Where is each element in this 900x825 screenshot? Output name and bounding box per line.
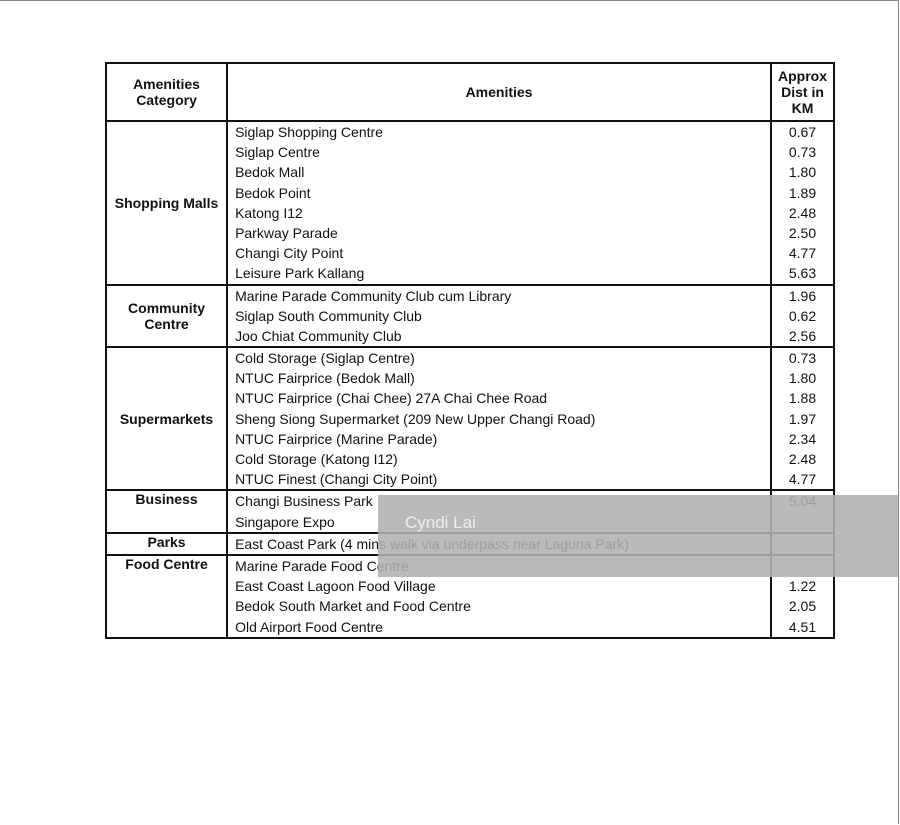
- amenity-name: Leisure Park Kallang: [235, 265, 365, 282]
- amenity-distance: 1.22: [788, 578, 817, 595]
- amenity-distance: 1.88: [788, 390, 817, 407]
- amenity-name: Siglap South Community Club: [235, 307, 422, 324]
- amenity-name: Bedok Mall: [235, 164, 305, 181]
- watermark-text: Cyndi Lai: [405, 513, 476, 532]
- header-amenities: Amenities: [226, 62, 772, 122]
- amenity-name: Changi City Point: [235, 245, 344, 262]
- amenity-distance: 1.80: [788, 164, 817, 181]
- amenity-name: East Coast Lagoon Food Village: [235, 578, 436, 595]
- amenity-distance: 0.67: [788, 124, 817, 140]
- amenity-distance: 2.56: [788, 327, 817, 344]
- header-distance: Approx Dist in KM: [770, 62, 835, 122]
- distance-cell: 0.73 1.80 1.88 1.97 2.34 2.48 4.77: [770, 346, 835, 492]
- amenity-distance: 0.73: [788, 350, 817, 367]
- amenity-name: Changi Business Park: [235, 493, 373, 510]
- amenity-distance: 2.34: [788, 430, 817, 447]
- amenity-name: Katong I12: [235, 204, 303, 221]
- category-cell: Business: [104, 489, 229, 534]
- header-row: Amenities Category Amenities Approx Dist…: [104, 62, 835, 122]
- amenity-distance: 1.89: [788, 184, 817, 201]
- amenity-distance: 4.51: [788, 618, 817, 635]
- amenity-distance: 1.96: [788, 287, 817, 304]
- category-group-row: Shopping Malls Siglap Shopping Centre Sigl…: [104, 120, 835, 286]
- amenity-distance: 0.62: [788, 307, 817, 324]
- amenity-distance: 2.48: [788, 204, 817, 221]
- amenity-name: Parkway Parade: [235, 224, 338, 241]
- amenity-distance: 2.05: [788, 598, 817, 615]
- amenity-name: Marine Parade Community Club cum Library: [235, 287, 512, 304]
- amenity-name: Marine Parade Food Centre: [235, 557, 409, 574]
- amenity-name: NTUC Finest (Changi City Point): [235, 471, 438, 488]
- category-cell: Food Centre: [104, 553, 229, 639]
- category-cell: Parks: [104, 531, 229, 556]
- amenities-cell: Marine Parade Community Club cum Library…: [226, 283, 772, 349]
- amenity-name: Bedok Point: [235, 184, 311, 201]
- amenity-name: Siglap Shopping Centre: [235, 124, 383, 140]
- category-group-row: Community Centre Marine Parade Community …: [104, 283, 835, 349]
- category-cell: Shopping Malls: [104, 120, 229, 286]
- amenity-name: NTUC Fairprice (Chai Chee) 27A Chai Chee…: [235, 390, 548, 407]
- amenity-name: Sheng Siong Supermarket (209 New Upper C…: [235, 410, 596, 427]
- watermark-overlay: [378, 495, 898, 577]
- amenity-name: Singapore Expo: [235, 513, 335, 530]
- amenities-cell: Siglap Shopping Centre Siglap Centre Bedok…: [226, 120, 772, 286]
- distance-cell: 0.67 0.73 1.80 1.89 2.48 2.50 4.77 5.63: [770, 120, 835, 286]
- amenity-name: Old Airport Food Centre: [235, 618, 383, 635]
- amenity-name: Joo Chiat Community Club: [235, 327, 402, 344]
- distance-cell: 1.96 0.62 2.56: [770, 283, 835, 349]
- category-cell: Community Centre: [104, 283, 229, 349]
- header-category: Amenities Category: [104, 62, 229, 122]
- amenity-distance: 5.63: [788, 265, 817, 282]
- amenities-cell: Cold Storage (Siglap Centre) NTUC Fairpri…: [226, 346, 772, 492]
- amenity-name: NTUC Fairprice (Marine Parade): [235, 430, 438, 447]
- amenity-distance: 1.80: [788, 370, 817, 387]
- amenity-name: NTUC Fairprice (Bedok Mall): [235, 370, 415, 387]
- amenity-name: Bedok South Market and Food Centre: [235, 598, 471, 615]
- amenity-distance: 2.50: [788, 224, 817, 241]
- amenity-name: Cold Storage (Katong I12): [235, 451, 398, 467]
- category-group-row: Supermarkets Cold Storage (Siglap Centre)…: [104, 346, 835, 492]
- amenity-name: Siglap Centre: [235, 144, 320, 161]
- amenity-name: Cold Storage (Siglap Centre): [235, 350, 415, 367]
- amenity-distance: 4.77: [788, 245, 817, 262]
- amenity-distance: 2.48: [788, 451, 817, 467]
- amenity-distance: 1.97: [788, 410, 817, 427]
- amenity-distance: 0.73: [788, 144, 817, 161]
- amenity-distance: 4.77: [788, 471, 817, 488]
- category-cell: Supermarkets: [104, 346, 229, 492]
